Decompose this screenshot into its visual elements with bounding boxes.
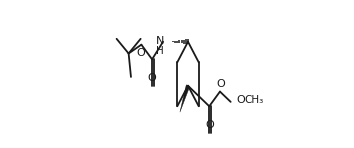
Text: O: O [216, 79, 225, 89]
Text: O: O [236, 95, 245, 105]
Text: O: O [205, 120, 213, 130]
Text: CH₃: CH₃ [245, 95, 264, 105]
Text: O: O [136, 48, 145, 58]
Text: O: O [148, 73, 156, 83]
Polygon shape [180, 85, 190, 112]
Text: H: H [156, 46, 164, 56]
Text: N: N [156, 36, 164, 46]
